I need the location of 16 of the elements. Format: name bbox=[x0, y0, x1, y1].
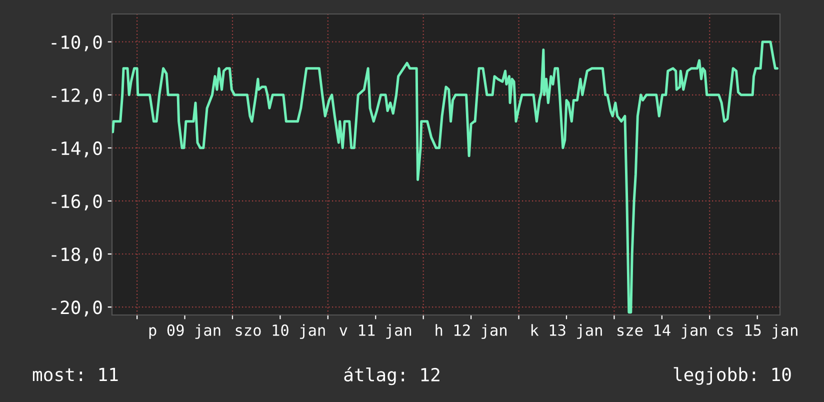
y-tick-label: -20,0 bbox=[52, 300, 102, 316]
x-tick-label: sze 14 jan bbox=[618, 324, 707, 339]
x-tick-label: k 13 jan bbox=[531, 324, 602, 339]
y-tick-label: -10,0 bbox=[52, 35, 102, 52]
y-tick-label: -14,0 bbox=[52, 141, 102, 158]
y-tick-label: -12,0 bbox=[52, 88, 102, 104]
y-tick-label: -18,0 bbox=[52, 248, 102, 264]
x-tick-label: p 09 jan bbox=[149, 324, 220, 339]
text: átlag: 12 bbox=[344, 366, 440, 386]
y-tick-label: -16,0 bbox=[52, 194, 102, 210]
text: most: 11 bbox=[32, 368, 118, 382]
x-tick-label: szo 10 jan bbox=[236, 324, 325, 339]
x-tick-label: cs 15 jan bbox=[717, 324, 798, 339]
x-tick-label: v 11 jan bbox=[340, 324, 412, 339]
text: legjobb: 10 bbox=[674, 367, 791, 385]
x-tick-label: h 12 jan bbox=[436, 324, 506, 339]
